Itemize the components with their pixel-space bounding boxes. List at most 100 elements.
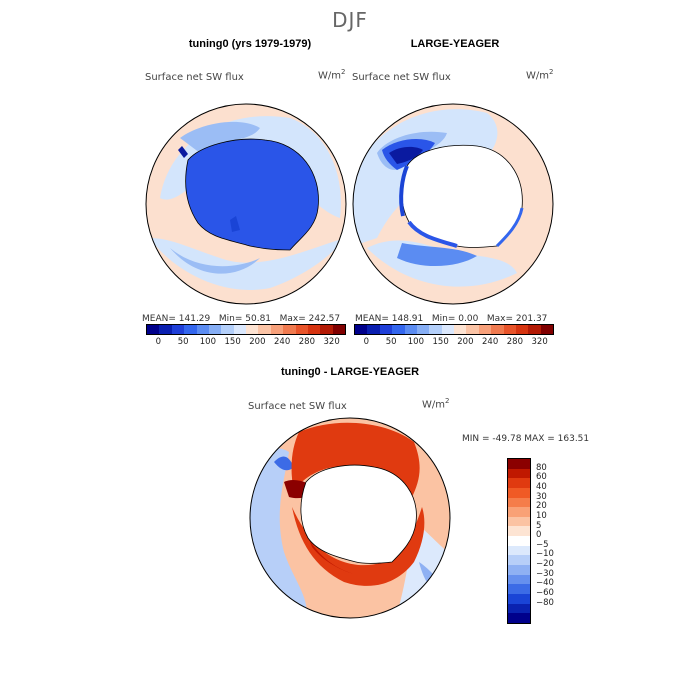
panel1-antarctica [185,138,319,251]
panel1-colorbar-swatch [246,325,259,334]
panel2-colorbar-swatch [367,325,380,334]
diff-colorbar-tick-label: 30 [536,491,547,502]
diff-colorbar-swatch [508,565,530,575]
diff-colorbar-tick-label: 20 [536,501,547,512]
panel2-colorbar-swatch [429,325,442,334]
diff-colorbar-tick-label: 0 [536,530,542,541]
panel1-colorbar [146,324,346,335]
panel2-colorbar-swatch [540,325,553,334]
panel2-colorbar-tick-label: 50 [385,337,397,347]
diff-colorbar-tick-label: 80 [536,462,547,473]
diff-colorbar-swatch [508,536,530,546]
panel2-map [352,103,554,305]
panel1-colorbar-swatch [147,325,160,334]
panel1-title: tuning0 (yrs 1979-1979) [188,38,312,50]
panel1-colorbar-swatch [295,325,308,334]
panel1-map [145,103,347,305]
diff-colorbar-tick-label: −30 [536,568,554,579]
panel2-colorbar-tick-label: 320 [531,337,548,347]
diff-colorbar-swatch [508,526,530,537]
panel2-colorbar-swatch [515,325,529,334]
diff-colorbar-tick-label: −10 [536,549,554,560]
panel1-colorbar-tick-label: 50 [177,337,189,347]
panel2-colorbar-tick-label: 0 [363,337,370,347]
panel2-colorbar-tick-label: 240 [482,337,499,347]
diff-colorbar-tick-label: −5 [536,539,549,550]
panel1-colorbar-tick-label: 200 [249,337,266,347]
diff-colorbar-swatch [508,507,530,517]
panel2-colorbar-swatch [441,325,454,334]
diff-colorbar-swatch [508,497,530,508]
panel1-colorbar-swatch [332,325,345,334]
diff-title: tuning0 - LARGE-YEAGER [280,366,420,378]
panel1-colorbar-swatch [258,325,271,334]
season-title: DJF [332,8,368,32]
panel1-stats: MEAN= 141.29 Min= 50.81 Max= 242.57 [142,314,341,324]
diff-colorbar-swatch [508,516,530,527]
diff-colorbar-tick-label: 10 [536,510,547,521]
diff-colorbar-swatch [508,468,530,479]
panel2-title: LARGE-YEAGER [410,38,500,50]
diff-variable: Surface net SW flux [248,401,347,412]
diff-colorbar-tick-label: 5 [536,520,542,531]
diff-colorbar-swatch [508,574,530,585]
panel2-colorbar-swatch [392,325,405,334]
panel1-colorbar-tick-label: 240 [274,337,291,347]
panel1-colorbar-swatch [233,325,246,334]
diff-antarctica [300,464,417,564]
diff-colorbar-swatch [508,584,530,594]
panel1-colorbar-swatch [320,325,333,334]
panel2-colorbar-swatch [528,325,541,334]
panel2-colorbar-tick-label: 150 [432,337,449,347]
diff-colorbar-tick-label: 40 [536,481,547,492]
panel2-colorbar-swatch [416,325,430,334]
panel1-colorbar-swatch [196,325,209,334]
panel2-colorbar-tick-label: 100 [407,337,424,347]
panel1-units: W/m2 [318,68,346,82]
diff-colorbar-swatch [508,478,530,488]
diff-colorbar-swatch [508,459,530,469]
panel2-colorbar-swatch [491,325,504,334]
panel2-colorbar-swatch [466,325,479,334]
panel1-colorbar-swatch [270,325,284,334]
panel1-colorbar-tick-label: 100 [199,337,216,347]
panel2-colorbar-swatch [404,325,417,334]
panel1-colorbar-swatch [159,325,172,334]
panel1-colorbar-swatch [208,325,222,334]
panel1-colorbar-swatch [307,325,321,334]
panel1-colorbar-tick-label: 0 [155,337,162,347]
panel2-units: W/m2 [526,68,554,82]
panel1-colorbar-tick-label: 320 [323,337,340,347]
panel2-variable: Surface net SW flux [352,72,451,83]
panel2-colorbar-swatch [454,325,467,334]
diff-map [249,417,451,619]
panel1-colorbar-tick-label: 150 [224,337,241,347]
panel2-colorbar-tick-label: 280 [506,337,523,347]
panel1-colorbar-swatch [221,325,234,334]
panel2-colorbar [354,324,554,335]
panel2-colorbar-swatch [478,325,492,334]
diff-colorbar-tick-label: −20 [536,559,554,570]
diff-colorbar-tick-label: −40 [536,578,554,589]
diff-colorbar-swatch [508,545,530,556]
diff-colorbar-swatch [508,487,530,498]
panel2-colorbar-swatch [379,325,393,334]
diff-colorbar-swatch [508,603,530,614]
diff-colorbar-swatch [508,613,530,623]
diff-colorbar-tick-label: 60 [536,472,547,483]
diff-colorbar-swatch [508,593,530,604]
diff-colorbar-tick-label: −80 [536,597,554,608]
diff-colorbar-ticks: 80 60 40 30 20 10 5 0 −5 −10 −20 −30 −40 −60 −80 [536,458,576,622]
panel1-colorbar-ticks: 0 50 100 150 200 240 280 320 [146,337,344,349]
panel1-colorbar-swatch [171,325,185,334]
panel2-colorbar-swatch [355,325,368,334]
diff-units: W/m2 [422,397,450,411]
diff-minmax: MIN = -49.78 MAX = 163.51 [462,434,590,444]
panel2-stats: MEAN= 148.91 Min= 0.00 Max= 201.37 [355,314,548,324]
diff-colorbar-swatch [508,555,530,566]
panel1-colorbar-swatch [283,325,296,334]
diff-colorbar [507,458,531,624]
panel1-colorbar-tick-label: 280 [298,337,315,347]
panel2-colorbar-ticks: 0 50 100 150 200 240 280 320 [354,337,552,349]
panel1-colorbar-swatch [184,325,197,334]
